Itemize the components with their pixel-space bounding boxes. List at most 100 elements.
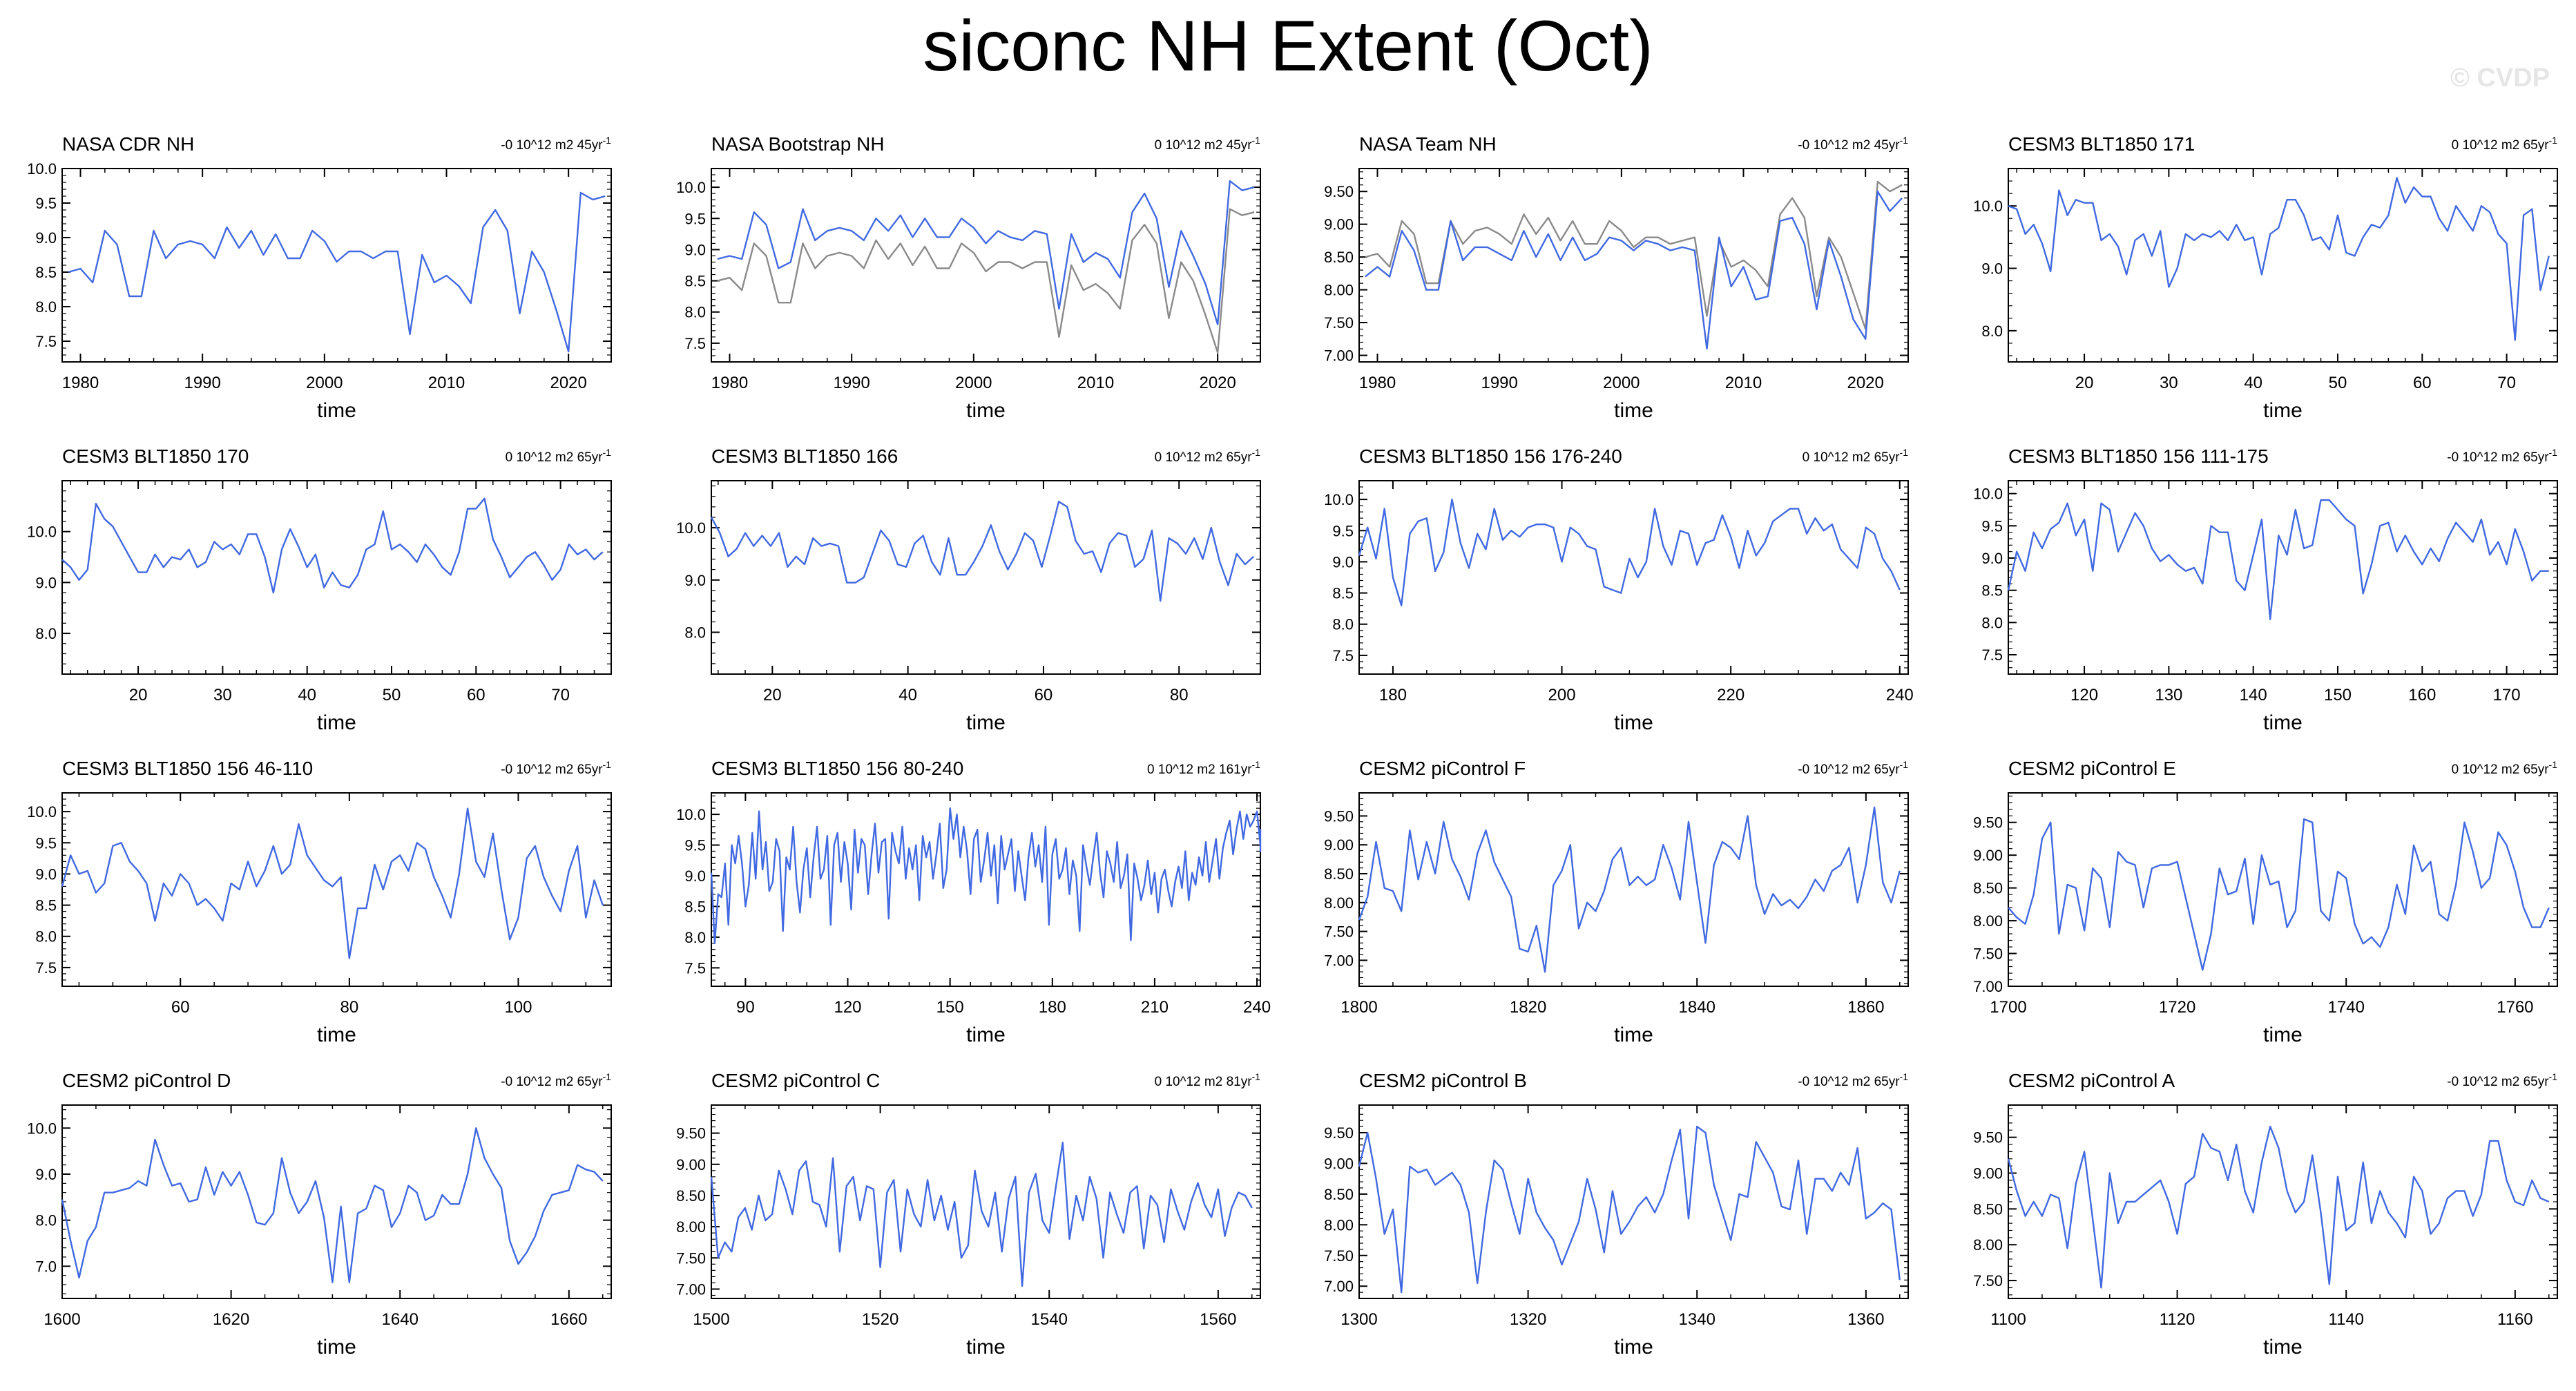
x-tick-label: 20 bbox=[763, 686, 782, 704]
y-tick-label: 10.0 bbox=[676, 179, 706, 196]
plot-frame bbox=[1358, 1104, 1909, 1299]
x-tick-label: 2000 bbox=[955, 374, 992, 392]
x-tick-label: 130 bbox=[2155, 686, 2182, 704]
trend-label: -0 10^12 m2 65yr-1 bbox=[1798, 1071, 1908, 1089]
y-tick-label: 7.50 bbox=[1324, 1247, 1354, 1265]
y-tick-label: 8.50 bbox=[1324, 249, 1354, 266]
panel-title: CESM2 piControl A bbox=[2008, 1070, 2175, 1091]
x-axis-title: time bbox=[966, 1336, 1006, 1359]
x-tick-label: 210 bbox=[1141, 998, 1169, 1017]
y-tick-label: 10.0 bbox=[27, 1120, 57, 1137]
y-tick-label: 8.50 bbox=[1324, 1186, 1354, 1203]
panel-10: CESM3 BLT1850 156 80-240 0 10^12 m2 161yr… bbox=[676, 758, 1271, 1046]
x-tick-label: 40 bbox=[898, 686, 917, 704]
series-line bbox=[717, 180, 1255, 325]
y-tick-label: 8.50 bbox=[1973, 880, 2003, 897]
trend-label: -0 10^12 m2 65yr-1 bbox=[501, 1071, 611, 1089]
panel-title: CESM2 piControl F bbox=[1359, 758, 1526, 779]
trend-label: 0 10^12 m2 65yr-1 bbox=[2452, 759, 2558, 777]
x-tick-label: 1100 bbox=[1990, 1310, 2026, 1329]
x-tick-label: 30 bbox=[2160, 374, 2178, 392]
x-tick-label: 180 bbox=[1039, 998, 1066, 1017]
x-tick-label: 60 bbox=[467, 686, 486, 704]
x-tick-label: 1700 bbox=[1990, 998, 2026, 1017]
trend-exponent: -1 bbox=[603, 1071, 612, 1082]
x-tick-label: 2020 bbox=[1847, 374, 1883, 392]
trend-exponent: -1 bbox=[1252, 135, 1261, 146]
x-tick-label: 1500 bbox=[693, 1310, 729, 1329]
trend-exponent: -1 bbox=[2549, 1071, 2558, 1082]
series-line bbox=[61, 497, 604, 594]
series-line bbox=[61, 807, 604, 959]
trend-label: -0 10^12 m2 65yr-1 bbox=[2447, 447, 2557, 465]
y-tick-label: 9.50 bbox=[1973, 814, 2003, 832]
trend-exponent: -1 bbox=[1252, 1071, 1261, 1082]
x-tick-label: 1820 bbox=[1510, 998, 1546, 1017]
y-tick-label: 8.50 bbox=[1973, 1200, 2003, 1218]
x-tick-label: 1760 bbox=[2497, 998, 2533, 1017]
y-tick-label: 8.00 bbox=[676, 1218, 706, 1236]
panel-title: CESM2 piControl D bbox=[62, 1070, 231, 1091]
y-tick-label: 7.50 bbox=[1973, 1272, 2003, 1289]
panel-11: CESM2 piControl F -0 10^12 m2 65yr-1 1800 1… bbox=[1324, 758, 1909, 1046]
x-axis-title: time bbox=[2263, 1024, 2303, 1046]
x-tick-label: 1300 bbox=[1340, 1310, 1377, 1329]
y-tick-label: 7.50 bbox=[676, 1249, 706, 1267]
series-line bbox=[710, 1141, 1253, 1287]
panel-9: CESM3 BLT1850 156 46-110 -0 10^12 m2 65yr… bbox=[27, 758, 612, 1046]
x-tick-label: 80 bbox=[1170, 686, 1189, 704]
y-tick-label: 7.00 bbox=[1973, 978, 2003, 995]
panel-1: NASA CDR NH -0 10^12 m2 45yr-1 1980 1990 200… bbox=[27, 133, 612, 422]
x-tick-label: 1990 bbox=[833, 374, 869, 392]
y-tick-label: 7.00 bbox=[1324, 952, 1354, 969]
x-tick-label: 180 bbox=[1379, 686, 1407, 704]
x-tick-label: 1620 bbox=[213, 1310, 249, 1329]
x-tick-label: 60 bbox=[171, 998, 190, 1017]
plot-frame bbox=[711, 168, 1261, 363]
panel-title: CESM3 BLT1850 156 46-110 bbox=[62, 758, 313, 779]
y-tick-label: 9.00 bbox=[1324, 1155, 1354, 1172]
x-tick-label: 1640 bbox=[382, 1310, 419, 1329]
plot-frame bbox=[61, 792, 612, 987]
x-tick-label: 220 bbox=[1717, 686, 1744, 704]
panel-16: CESM2 piControl A -0 10^12 m2 65yr-1 1100 1… bbox=[1973, 1070, 2558, 1359]
y-tick-label: 7.5 bbox=[35, 333, 57, 350]
watermark: © CVDP bbox=[2450, 64, 2550, 93]
page-title: siconc NH Extent (Oct) bbox=[923, 6, 1653, 86]
panel-title: CESM3 BLT1850 170 bbox=[62, 445, 249, 467]
y-tick-label: 9.50 bbox=[1973, 1129, 2003, 1147]
panel-14: CESM2 piControl C 0 10^12 m2 81yr-1 1500 15… bbox=[676, 1070, 1261, 1359]
x-tick-label: 1980 bbox=[62, 374, 99, 392]
y-tick-label: 10.0 bbox=[676, 806, 706, 823]
x-tick-label: 1140 bbox=[2328, 1310, 2364, 1329]
panel-7: CESM3 BLT1850 156 176-240 0 10^12 m2 65yr… bbox=[1324, 445, 1914, 734]
plot-frame bbox=[61, 480, 612, 675]
y-tick-label: 9.0 bbox=[684, 572, 706, 589]
series-line bbox=[2007, 1125, 2550, 1289]
trend-label: -0 10^12 m2 65yr-1 bbox=[501, 759, 611, 777]
trend-exponent: -1 bbox=[1252, 447, 1261, 458]
trend-label: -0 10^12 m2 65yr-1 bbox=[2447, 1071, 2557, 1089]
y-tick-label: 8.0 bbox=[684, 929, 706, 946]
x-tick-label: 50 bbox=[383, 686, 401, 704]
x-axis-title: time bbox=[317, 1024, 356, 1046]
plot-frame bbox=[2008, 168, 2558, 363]
y-tick-label: 9.5 bbox=[35, 195, 57, 212]
x-tick-label: 100 bbox=[504, 998, 532, 1017]
x-tick-label: 90 bbox=[736, 998, 755, 1017]
y-tick-label: 9.00 bbox=[1324, 216, 1354, 233]
x-axis-title: time bbox=[966, 711, 1006, 734]
x-tick-label: 1520 bbox=[862, 1310, 898, 1329]
x-tick-label: 1540 bbox=[1031, 1310, 1068, 1329]
trend-exponent: -1 bbox=[603, 759, 612, 770]
y-tick-label: 8.0 bbox=[1981, 323, 2003, 340]
y-tick-label: 8.0 bbox=[35, 625, 57, 642]
trend-label: -0 10^12 m2 45yr-1 bbox=[1798, 135, 1908, 153]
plot-frame bbox=[61, 1104, 612, 1299]
y-tick-label: 9.00 bbox=[1324, 836, 1354, 854]
panel-title: NASA Bootstrap NH bbox=[711, 133, 885, 155]
panel-title: NASA CDR NH bbox=[62, 133, 194, 155]
x-tick-label: 1800 bbox=[1340, 998, 1377, 1017]
x-tick-label: 80 bbox=[340, 998, 358, 1017]
y-tick-label: 8.0 bbox=[35, 1212, 57, 1229]
